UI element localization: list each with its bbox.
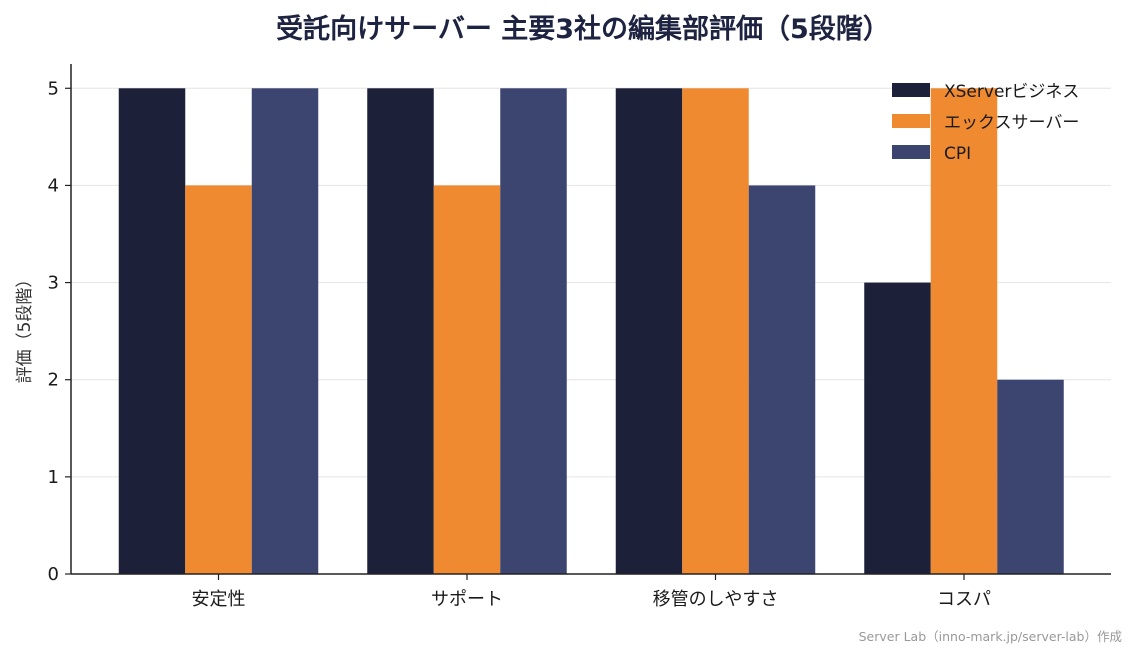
bar [997, 379, 1064, 574]
legend-label: CPI [944, 144, 971, 164]
x-tick-label: 移管のしやすさ [653, 589, 779, 610]
legend-swatch [892, 114, 930, 128]
x-axis-ticks: 安定性 サポート 移管のしやすさ コスパ [192, 574, 991, 610]
bar [118, 88, 186, 575]
bar [748, 185, 816, 574]
bar [500, 88, 567, 575]
bar [367, 88, 434, 575]
bars [118, 88, 1064, 575]
y-axis-ticks: 0 1 2 3 4 5 [48, 78, 71, 585]
y-tick-label: 2 [48, 370, 59, 391]
y-tick-label: 5 [48, 78, 59, 99]
y-axis-label: 評価（5段階） [15, 271, 35, 384]
legend-swatch [892, 83, 930, 97]
x-tick-label: サポート [431, 589, 503, 610]
x-tick-label: 安定性 [192, 589, 246, 610]
bar [864, 282, 931, 574]
bar [682, 88, 749, 575]
bar [615, 88, 683, 575]
legend-label: XServerビジネス [944, 82, 1079, 102]
y-tick-label: 0 [48, 564, 59, 585]
y-tick-label: 4 [48, 175, 59, 196]
bar [433, 185, 501, 574]
chart-title: 受託向けサーバー 主要3社の編集部評価（5段階） [276, 13, 890, 45]
legend-label: エックスサーバー [944, 113, 1079, 133]
bar [251, 88, 319, 575]
x-tick-label: コスパ [937, 589, 991, 610]
credit-note: Server Lab（inno-mark.jp/server-lab）作成 [859, 629, 1122, 644]
bar [930, 88, 998, 575]
y-tick-label: 1 [48, 467, 59, 488]
legend-swatch [892, 145, 930, 159]
bar [185, 185, 252, 574]
y-tick-label: 3 [48, 273, 59, 294]
